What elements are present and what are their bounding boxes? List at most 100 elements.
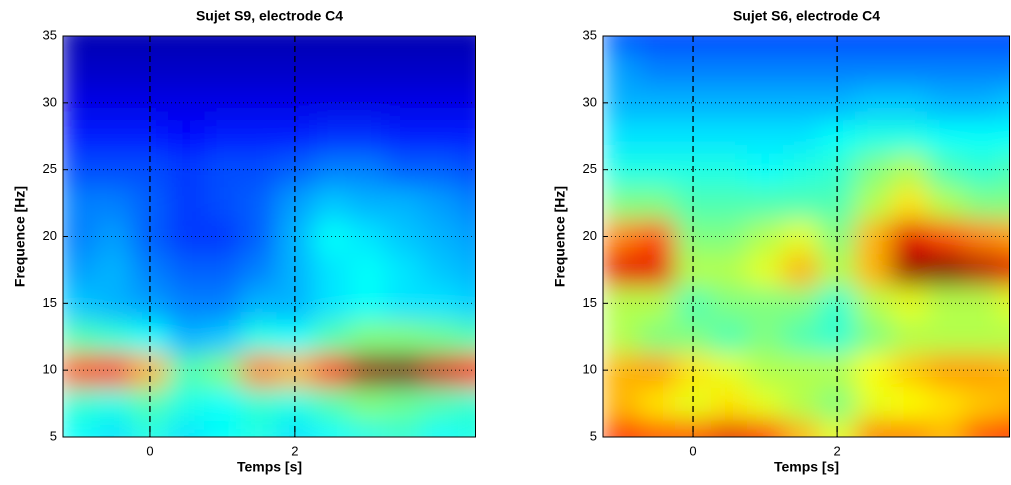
- heatmap-cell: [312, 320, 350, 354]
- x-axis-label: Temps [s]: [774, 459, 839, 475]
- heatmap-cell: [603, 420, 640, 437]
- heatmap-cell: [63, 52, 97, 87]
- plot-area: [63, 36, 476, 437]
- axes-frame: [62, 35, 476, 438]
- heatmap-cell: [783, 36, 820, 54]
- heatmap-cell: [891, 286, 928, 321]
- heatmap-cell: [63, 320, 97, 354]
- heatmap-cell: [312, 186, 350, 221]
- heatmap-cell: [95, 320, 133, 354]
- heatmap-cell: [783, 119, 820, 154]
- heatmap-cell: [927, 253, 964, 288]
- heatmap-cell: [349, 119, 386, 154]
- heatmap-cell: [131, 36, 169, 54]
- heatmap-cell: [747, 219, 784, 254]
- heatmap-cell: [855, 186, 892, 221]
- heatmap-cell: [385, 186, 423, 221]
- heatmap-cell: [385, 253, 423, 288]
- heatmap-cell: [63, 119, 97, 154]
- heatmap-cell: [999, 353, 1010, 388]
- heatmap-cell: [963, 386, 1000, 421]
- heatmap-cell: [603, 152, 640, 187]
- heatmap-cell: [457, 119, 476, 154]
- chart-title: Sujet S9, electrode C4: [196, 8, 343, 24]
- heatmap-cell: [603, 320, 640, 354]
- heatmap-cell: [95, 86, 133, 121]
- heatmap-cell: [891, 386, 928, 421]
- heatmap-cell: [349, 386, 386, 421]
- heatmap-cell: [783, 253, 820, 288]
- heatmap-cell: [639, 52, 676, 87]
- heatmap-cell: [711, 386, 748, 421]
- heatmap-cell: [457, 219, 476, 254]
- axes-frame: [602, 35, 1010, 438]
- heatmap-cell: [819, 386, 856, 421]
- y-tick-label: 5: [50, 428, 57, 443]
- heatmap-cell: [457, 286, 476, 321]
- heatmap-cell: [276, 386, 314, 421]
- heatmap-cell: [457, 86, 476, 121]
- heatmap-cell: [855, 420, 892, 437]
- heatmap-cell: [783, 52, 820, 87]
- heatmap-cell: [711, 253, 748, 288]
- heatmap-cell: [639, 219, 676, 254]
- heatmap-cell: [204, 36, 242, 54]
- heatmap-cell: [95, 119, 133, 154]
- heatmap-cell: [747, 386, 784, 421]
- heatmap-cell: [421, 52, 459, 87]
- heatmap-cell: [457, 353, 476, 388]
- x-tick-label: 0: [689, 443, 696, 458]
- heatmap-cell: [349, 36, 386, 54]
- heatmap-cell: [95, 386, 133, 421]
- heatmap-cell: [639, 36, 676, 54]
- heatmap-cell: [999, 320, 1010, 354]
- heatmap-cell: [891, 320, 928, 354]
- heatmap-cell: [204, 320, 242, 354]
- heatmap-cell: [855, 320, 892, 354]
- y-axis-label: Frequence [Hz]: [552, 186, 568, 287]
- heatmap-cell: [819, 186, 856, 221]
- heatmap-cell: [204, 420, 242, 437]
- heatmap-cell: [168, 286, 205, 321]
- heatmap-cell: [204, 386, 242, 421]
- heatmap-cell: [783, 420, 820, 437]
- heatmap-cell: [168, 152, 205, 187]
- y-tick-label: 20: [43, 228, 57, 243]
- heatmap-cell: [891, 420, 928, 437]
- heatmap-cell: [639, 186, 676, 221]
- heatmap-cell: [240, 253, 278, 288]
- heatmap-cell: [349, 52, 386, 87]
- heatmap-cell: [421, 119, 459, 154]
- heatmap-cell: [927, 52, 964, 87]
- heatmap-cell: [783, 286, 820, 321]
- y-tick-label: 25: [583, 161, 597, 176]
- heatmap-cell: [999, 36, 1010, 54]
- y-tick-label: 15: [43, 295, 57, 310]
- heatmap-cell: [891, 86, 928, 121]
- heatmap-cell: [240, 420, 278, 437]
- heatmap-cell: [999, 152, 1010, 187]
- heatmap-cell: [95, 286, 133, 321]
- heatmap-cell: [168, 119, 205, 154]
- heatmap-cell: [63, 253, 97, 288]
- y-tick-label: 35: [43, 27, 57, 42]
- y-tick-label: 25: [43, 161, 57, 176]
- heatmap-cell: [963, 253, 1000, 288]
- heatmap-cell: [131, 186, 169, 221]
- heatmap-cell: [95, 52, 133, 87]
- y-tick-label: 30: [583, 94, 597, 109]
- heatmap-cell: [95, 36, 133, 54]
- heatmap-cell: [603, 86, 640, 121]
- x-tick-label: 2: [291, 443, 298, 458]
- heatmap-cell: [603, 386, 640, 421]
- heatmap-cell: [891, 253, 928, 288]
- heatmap-cell: [385, 52, 423, 87]
- heatmap-cell: [95, 353, 133, 388]
- heatmap-cell: [675, 186, 712, 221]
- heatmap-cell: [204, 119, 242, 154]
- heatmap-cell: [168, 420, 205, 437]
- heatmap-cell: [747, 36, 784, 54]
- heatmap-cell: [603, 186, 640, 221]
- heatmap-cell: [312, 119, 350, 154]
